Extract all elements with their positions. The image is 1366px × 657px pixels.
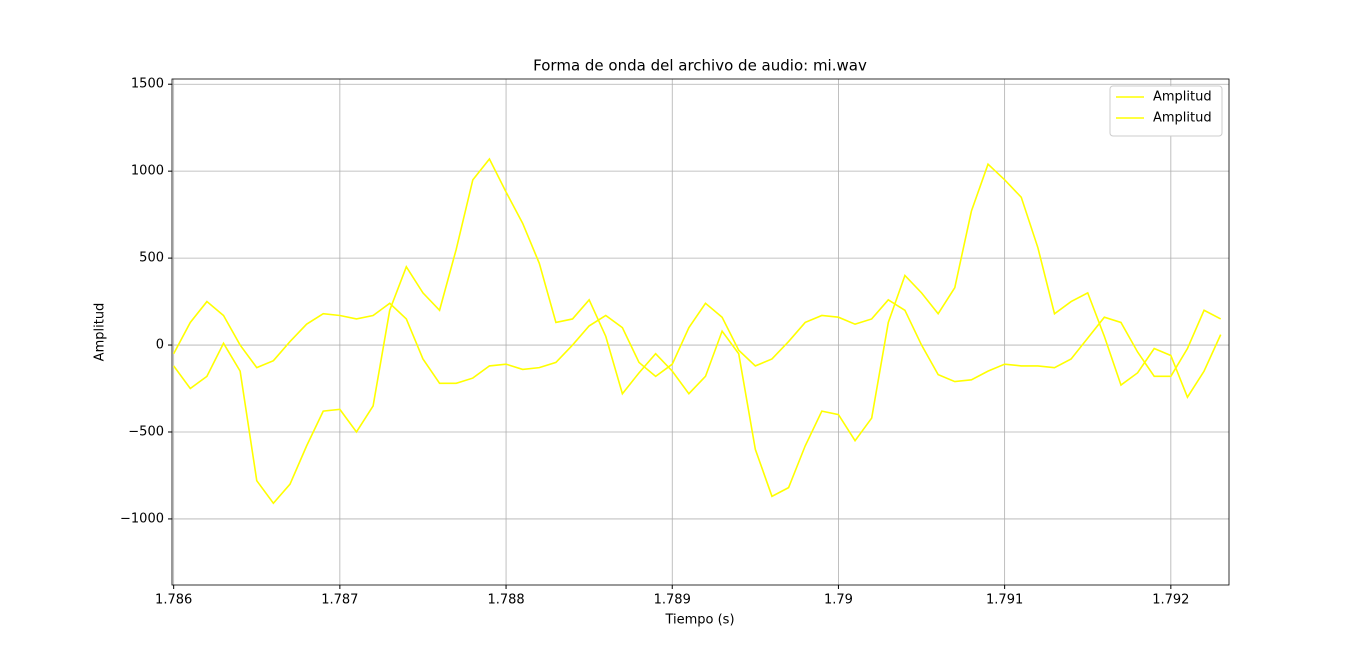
x-tick-label: 1.789 [654, 593, 691, 608]
legend-box [1109, 85, 1223, 137]
x-tick-label: 1.792 [1152, 593, 1189, 608]
y-axis-label: Amplitud [93, 303, 108, 362]
x-tick-label: 1.79 [824, 593, 853, 608]
x-axis-label: Tiempo (s) [664, 613, 734, 628]
y-tick-label: −500 [128, 424, 164, 439]
x-tick-label: 1.787 [321, 593, 358, 608]
data-line [172, 298, 1222, 385]
legend-label: Amplitud [1153, 90, 1212, 105]
y-tick-label: 1500 [131, 77, 164, 92]
plot-frame [171, 78, 1230, 586]
chart-title: Forma de onda del archivo de audio: mi.w… [533, 57, 867, 75]
plot-lines [172, 157, 1222, 505]
y-tick-label: −1000 [120, 511, 164, 526]
legend-label: Amplitud [1153, 111, 1212, 126]
data-line [173, 157, 1222, 505]
y-tick-label: 0 [156, 338, 164, 353]
x-tick-label: 1.786 [155, 593, 192, 608]
x-tick-label: 1.791 [986, 593, 1023, 608]
x-tick-label: 1.788 [487, 593, 524, 608]
y-tick-label: 500 [139, 251, 164, 266]
y-tick-label: 1000 [131, 164, 164, 179]
